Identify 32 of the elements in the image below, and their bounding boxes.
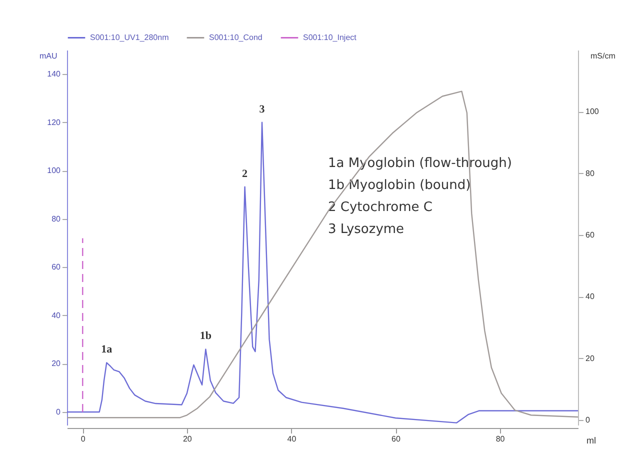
x-tick-label: 20 [182,434,192,444]
annotation: 1b [200,330,212,342]
annotation: 1a [101,344,113,356]
x-tick-label: 0 [80,434,86,444]
y2-tick-label: 100 [586,107,600,116]
annotation: 3 Lysozyme [328,222,404,237]
y-tick-label: 100 [47,166,62,176]
y2-axis-title: mS/cm [590,52,616,60]
y-tick-label: 80 [52,214,62,224]
y2-tick-label: 80 [586,168,595,178]
y-tick-label: 120 [47,118,62,127]
y2-tick-label: 0 [586,416,590,425]
y-axis-title: mAU [40,52,58,60]
annotation: 3 [259,103,266,116]
x-axis-title: ml [586,436,596,446]
legend-label: S001:10_Cond [209,32,262,42]
annotation: 1b Myoglobin (bound) [328,178,471,193]
y-tick-label: 40 [52,310,62,320]
legend-label: S001:10_UV1_280nm [90,32,170,42]
y-tick-label: 0 [56,407,62,416]
x-tick-label: 40 [287,434,297,444]
x-tick-label: 80 [496,434,506,444]
y2-tick-label: 40 [586,292,595,302]
y2-tick-label: 20 [586,354,595,363]
x-tick-label: 60 [392,434,401,444]
annotation: 1a Myoglobin (flow-through) [328,156,512,171]
y2-tick-label: 60 [586,230,595,240]
legend-label: S001:10_Inject [303,32,358,42]
y-tick-label: 20 [52,359,62,368]
y-tick-label: 140 [47,70,62,79]
y-tick-label: 60 [52,262,62,272]
annotation: 2 [242,168,248,180]
